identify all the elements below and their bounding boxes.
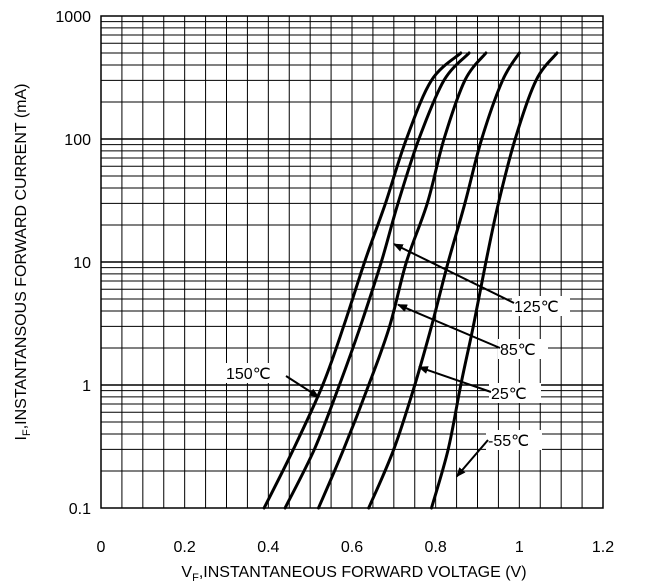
plot-frame [100,15,604,509]
x-tick-label: 1.2 [592,539,614,556]
annotation-bg [224,363,286,383]
grid [101,16,603,508]
y-tick-label: 1000 [55,9,91,26]
annotations: 150℃ 125℃ 85℃ 25℃ -55℃ [224,243,570,478]
annotation: -55℃ [455,430,542,478]
annotation-arrow [417,366,492,393]
y-tick-label: 100 [64,132,91,149]
annotation-arrow [455,439,489,478]
annotation-bg [498,339,548,359]
x-tick-label: 0.8 [425,539,447,556]
annotation-label: 125℃ [514,299,559,316]
annotation: 25℃ [417,366,541,403]
annotation-bg [512,296,570,316]
y-tick-label: 0.1 [69,501,91,518]
annotation-bg [486,430,542,450]
series-line-1 [283,51,471,510]
x-axis-title: VF,INSTANTANEOUS FORWARD VOLTAGE (V) [181,564,526,584]
annotation: 150℃ [224,363,320,398]
annotation-label: 85℃ [500,342,536,359]
series-lines [262,51,559,510]
x-tick-label: 0.2 [174,539,196,556]
annotation: 85℃ [397,303,548,359]
series-line-0 [262,51,463,510]
y-tick-label: 10 [73,255,91,272]
tick-labels: 0 0.2 0.4 0.6 0.8 1 1.2 0.1 1 10 100 1000 [55,9,614,556]
x-tick-label: 0.6 [341,539,363,556]
annotation-label: 25℃ [491,386,527,403]
y-axis-title: IF,INSTANTANSOUS FORWARD CURRENT (mA) [13,84,33,441]
annotation-arrow [397,303,501,349]
annotation-label: -55℃ [488,433,529,450]
x-tick-label: 0.4 [257,539,279,556]
annotation-label: 150℃ [226,366,271,383]
annotation-arrow [285,375,320,398]
annotation-bg [489,383,541,403]
x-tick-label: 1 [515,539,524,556]
series-line-4 [430,51,559,510]
x-tick-label: 0 [97,539,106,556]
series-line-2 [317,51,488,510]
annotation: 125℃ [392,243,570,316]
y-tick-label: 1 [82,378,91,395]
annotation-arrow [392,243,515,304]
series-line-3 [367,51,521,510]
